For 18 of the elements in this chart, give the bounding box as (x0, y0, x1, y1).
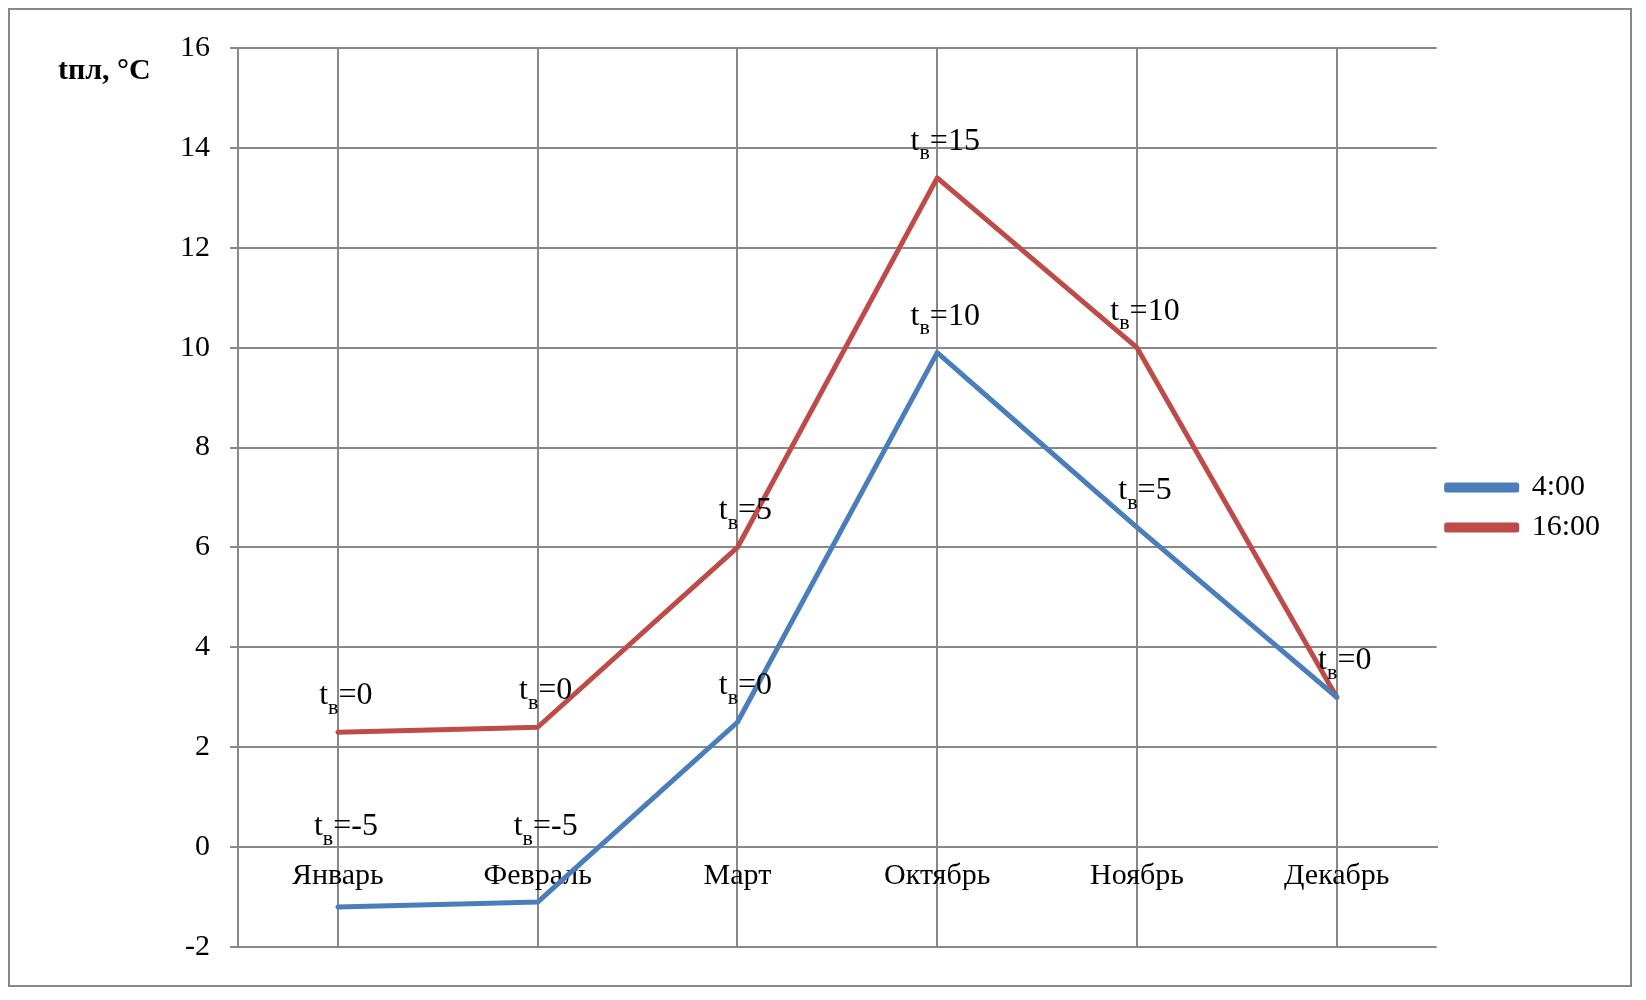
x-tick-label: Январь (291, 856, 384, 890)
y-tick-label: 14 (180, 128, 210, 162)
y-tick-label: 6 (195, 528, 210, 562)
x-tick-label: Декабрь (1284, 856, 1390, 890)
y-tick-label: 12 (180, 228, 210, 262)
y-tick-label: 10 (180, 328, 210, 362)
y-tick-label: -2 (185, 927, 210, 961)
y-tick-label: 4 (195, 628, 210, 662)
legend-label: 16:00 (1531, 508, 1601, 542)
y-tick-label: 8 (195, 428, 210, 462)
y-axis-title: tпл, °C (58, 52, 151, 86)
y-tick-label: 0 (195, 827, 210, 861)
y-tick-label: 2 (195, 728, 210, 762)
x-tick-label: Ноябрь (1090, 856, 1184, 890)
x-tick-label: Октябрь (884, 856, 991, 890)
y-tick-label: 16 (180, 28, 210, 62)
legend-label: 4:00 (1531, 468, 1586, 502)
x-tick-label: Март (703, 856, 772, 890)
